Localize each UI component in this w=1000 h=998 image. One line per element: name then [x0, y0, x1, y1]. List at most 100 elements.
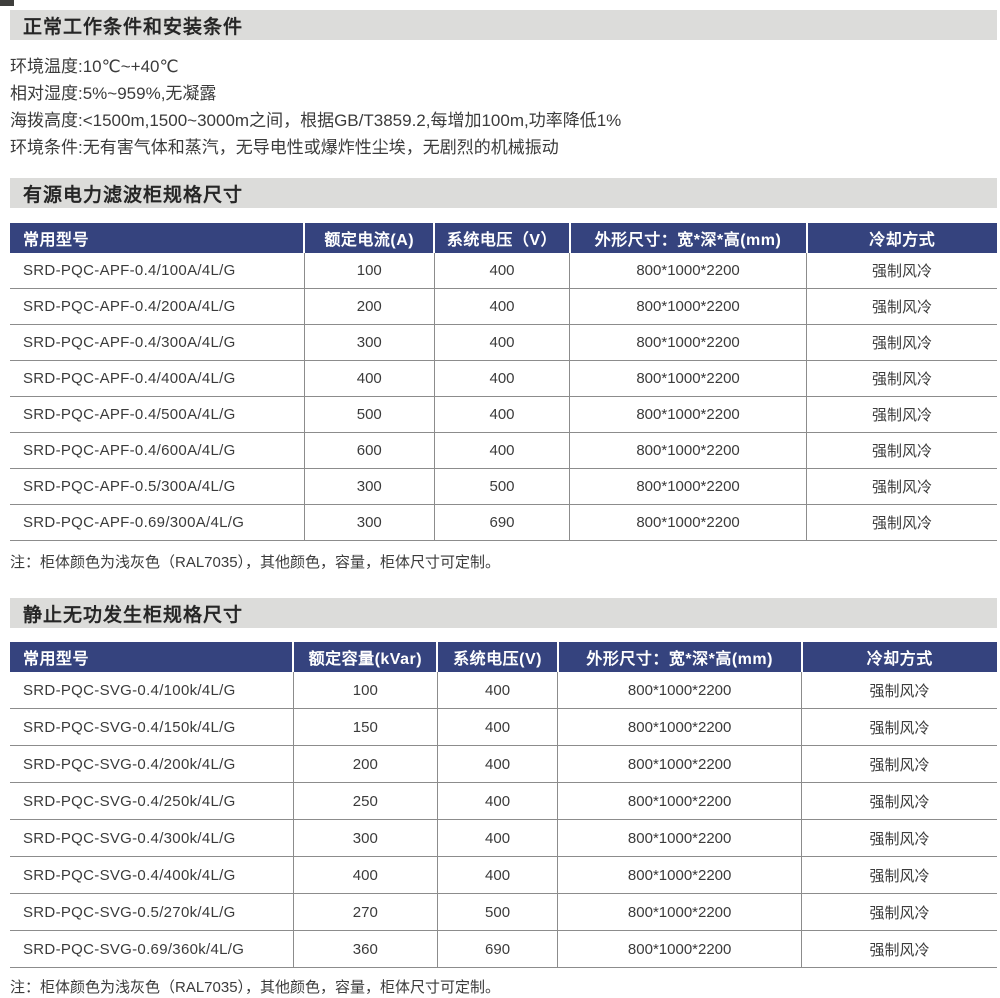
table-cell: 300: [304, 468, 435, 505]
table-cell: 200: [293, 745, 438, 783]
table-cell: 600: [304, 432, 435, 469]
table-cell: 300: [293, 819, 438, 857]
table-cell: 800*1000*2200: [557, 782, 803, 820]
model-cell: SRD-PQC-SVG-0.4/150k/4L/G: [10, 708, 294, 746]
table-row: SRD-PQC-SVG-0.4/400k/4L/G 400 400 800*1000*…: [10, 856, 997, 894]
table-header-row: 常用型号 额定容量(kVar) 系统电压(V) 外形尺寸：宽*深*高(mm) 冷却方式: [10, 642, 997, 672]
apf-spec-table: 常用型号 额定电流(A) 系统电压（V） 外形尺寸：宽*深*高(mm) 冷却方式 SRD…: [10, 223, 997, 541]
table-cell: 强制风冷: [806, 253, 997, 289]
table-row: SRD-PQC-APF-0.4/500A/4L/G 500 400 800*1000*…: [10, 396, 997, 433]
model-cell: SRD-PQC-SVG-0.4/100k/4L/G: [10, 672, 294, 709]
table-cell: 270: [293, 893, 438, 931]
table-cell: 强制风冷: [806, 324, 997, 361]
model-cell: SRD-PQC-SVG-0.5/270k/4L/G: [10, 893, 294, 931]
table-cell: 强制风冷: [806, 504, 997, 541]
table-cell: 500: [304, 396, 435, 433]
table-cell: 800*1000*2200: [569, 468, 807, 505]
table-cell: 强制风冷: [801, 893, 997, 931]
table-cell: 100: [304, 253, 435, 289]
table-row: SRD-PQC-SVG-0.4/300k/4L/G 300 400 800*1000*…: [10, 819, 997, 857]
condition-line-temperature: 环境温度:10℃~+40℃: [10, 57, 179, 76]
table-cell: 300: [304, 324, 435, 361]
table-cell: 800*1000*2200: [557, 856, 803, 894]
section-title-apf: 有源电力滤波柜规格尺寸: [23, 184, 244, 206]
model-cell: SRD-PQC-APF-0.5/300A/4L/G: [10, 468, 305, 505]
column-header: 冷却方式: [801, 642, 997, 672]
table-cell: 150: [293, 708, 438, 746]
table-cell: 400: [437, 672, 559, 709]
table-row: SRD-PQC-APF-0.4/400A/4L/G 400 400 800*1000*…: [10, 360, 997, 397]
model-cell: SRD-PQC-APF-0.4/500A/4L/G: [10, 396, 305, 433]
table-row: SRD-PQC-APF-0.4/300A/4L/G 300 400 800*1000*…: [10, 324, 997, 361]
model-cell: SRD-PQC-APF-0.69/300A/4L/G: [10, 504, 305, 541]
table-cell: 强制风冷: [801, 930, 997, 968]
conditions-list: 环境温度:10℃~+40℃ 相对湿度:5%~959%,无凝露 海拨高度:<150…: [10, 53, 997, 161]
table-cell: 800*1000*2200: [569, 253, 807, 289]
table-cell: 强制风冷: [801, 819, 997, 857]
table-cell: 100: [293, 672, 438, 709]
svg-spec-table: 常用型号 额定容量(kVar) 系统电压(V) 外形尺寸：宽*深*高(mm) 冷却方式 …: [10, 642, 997, 968]
table-row: SRD-PQC-APF-0.5/300A/4L/G 300 500 800*1000*…: [10, 468, 997, 505]
table-row: SRD-PQC-SVG-0.4/100k/4L/G 100 400 800*1000*…: [10, 672, 997, 709]
model-cell: SRD-PQC-SVG-0.4/400k/4L/G: [10, 856, 294, 894]
condition-line-humidity: 相对湿度:5%~959%,无凝露: [10, 84, 217, 103]
column-header: 外形尺寸：宽*深*高(mm): [557, 642, 803, 672]
table-cell: 强制风冷: [806, 432, 997, 469]
table-cell: 800*1000*2200: [557, 819, 803, 857]
table-cell: 400: [434, 288, 571, 325]
section-bar-apf: 有源电力滤波柜规格尺寸: [10, 178, 997, 208]
column-header: 系统电压(V): [437, 642, 559, 672]
table-cell: 强制风冷: [801, 672, 997, 709]
table-cell: 400: [434, 396, 571, 433]
table-cell: 400: [437, 856, 559, 894]
table-cell: 强制风冷: [806, 396, 997, 433]
table-cell: 强制风冷: [801, 856, 997, 894]
table-cell: 800*1000*2200: [557, 708, 803, 746]
section-bar-svg: 静止无功发生柜规格尺寸: [10, 598, 997, 628]
table-cell: 800*1000*2200: [569, 288, 807, 325]
table-cell: 400: [434, 253, 571, 289]
table-cell: 400: [434, 324, 571, 361]
page-corner-mark: [0, 0, 14, 6]
table-cell: 400: [437, 745, 559, 783]
table-row: SRD-PQC-SVG-0.5/270k/4L/G 270 500 800*1000*…: [10, 893, 997, 931]
section-title-conditions: 正常工作条件和安装条件: [23, 16, 244, 38]
table-cell: 强制风冷: [806, 360, 997, 397]
table-cell: 800*1000*2200: [569, 504, 807, 541]
table-cell: 300: [304, 504, 435, 541]
model-cell: SRD-PQC-APF-0.4/200A/4L/G: [10, 288, 305, 325]
table-cell: 500: [434, 468, 571, 505]
table-note-apf: 注：柜体颜色为浅灰色（RAL7035），其他颜色，容量，柜体尺寸可定制。: [10, 554, 501, 571]
model-cell: SRD-PQC-APF-0.4/100A/4L/G: [10, 253, 305, 289]
table-cell: 400: [437, 819, 559, 857]
column-header: 外形尺寸：宽*深*高(mm): [569, 223, 808, 253]
table-row: SRD-PQC-APF-0.4/100A/4L/G 100 400 800*1000*…: [10, 253, 997, 289]
section-title-svg: 静止无功发生柜规格尺寸: [23, 604, 244, 626]
table-cell: 强制风冷: [806, 468, 997, 505]
table-row: SRD-PQC-APF-0.69/300A/4L/G 300 690 800*1000…: [10, 504, 997, 541]
table-cell: 800*1000*2200: [557, 893, 803, 931]
table-cell: 800*1000*2200: [569, 360, 807, 397]
column-header: 系统电压（V）: [434, 223, 571, 253]
column-header: 额定电流(A): [304, 223, 436, 253]
table-row: SRD-PQC-SVG-0.4/200k/4L/G 200 400 800*1000*…: [10, 745, 997, 783]
model-cell: SRD-PQC-APF-0.4/600A/4L/G: [10, 432, 305, 469]
table-cell: 800*1000*2200: [557, 930, 803, 968]
table-cell: 200: [304, 288, 435, 325]
section-bar-conditions: 正常工作条件和安装条件: [10, 10, 997, 40]
model-cell: SRD-PQC-SVG-0.4/300k/4L/G: [10, 819, 294, 857]
table-row: SRD-PQC-APF-0.4/600A/4L/G 600 400 800*1000*…: [10, 432, 997, 469]
column-header: 额定容量(kVar): [293, 642, 439, 672]
table-header-row: 常用型号 额定电流(A) 系统电压（V） 外形尺寸：宽*深*高(mm) 冷却方式: [10, 223, 997, 253]
column-header: 常用型号: [10, 642, 295, 672]
table-cell: 400: [304, 360, 435, 397]
table-cell: 690: [437, 930, 559, 968]
model-cell: SRD-PQC-SVG-0.4/250k/4L/G: [10, 782, 294, 820]
condition-line-environment: 环境条件:无有害气体和蒸汽，无导电性或爆炸性尘埃，无剧烈的机械振动: [10, 138, 559, 157]
table-row: SRD-PQC-APF-0.4/200A/4L/G 200 400 800*1000*…: [10, 288, 997, 325]
table-cell: 360: [293, 930, 438, 968]
column-header: 冷却方式: [806, 223, 997, 253]
table-cell: 690: [434, 504, 571, 541]
model-cell: SRD-PQC-SVG-0.4/200k/4L/G: [10, 745, 294, 783]
